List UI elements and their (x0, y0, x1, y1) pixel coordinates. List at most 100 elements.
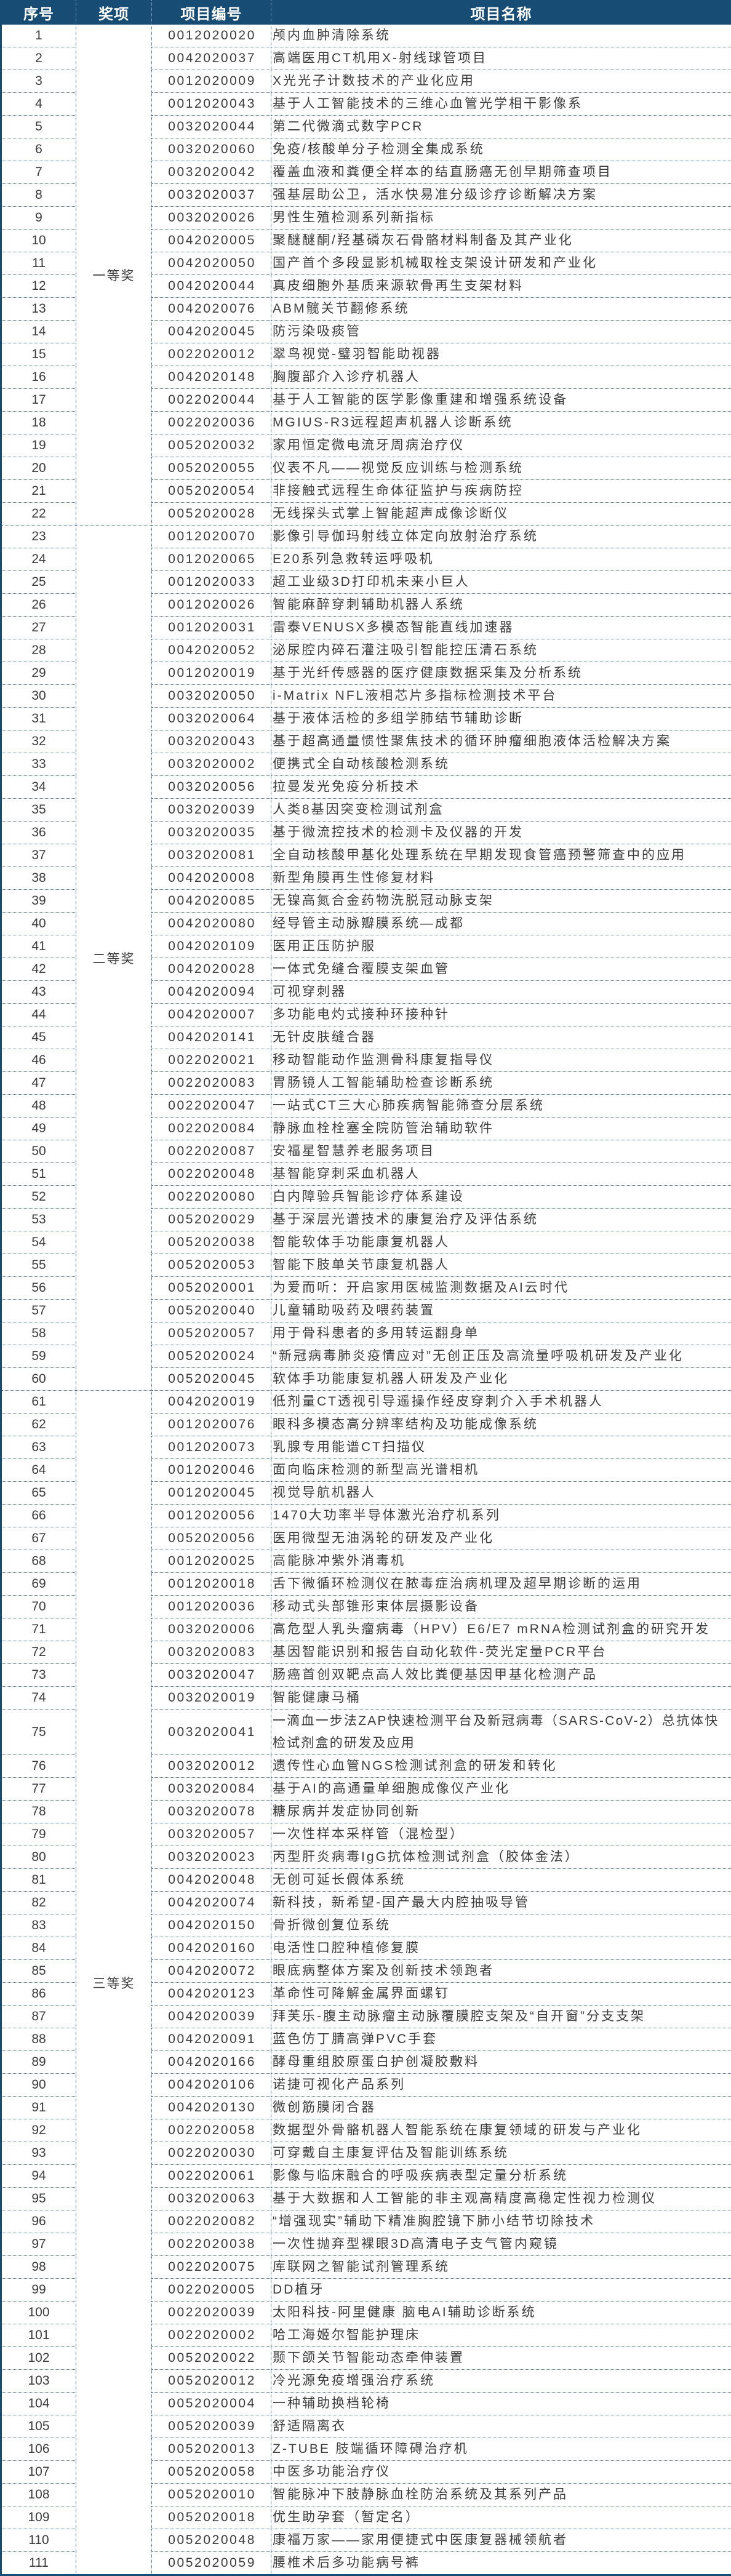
project-code: 0032020023 (152, 1846, 271, 1869)
project-code: 0042020109 (152, 935, 271, 958)
project-code: 0032020060 (152, 138, 271, 161)
project-code: 0052020004 (152, 2393, 271, 2415)
project-name: 无创可延长假体系统 (271, 1869, 731, 1892)
row-number: 88 (1, 2028, 76, 2051)
project-code: 0042020039 (152, 2006, 271, 2028)
row-number: 75 (1, 1710, 76, 1755)
project-code: 0022020005 (152, 2279, 271, 2302)
project-name: 肠癌首创双靶点高人效比粪便基因甲基化检测产品 (271, 1664, 731, 1687)
row-number: 97 (1, 2233, 76, 2256)
project-name: 可视穿刺器 (271, 981, 731, 1004)
project-code: 0022020012 (152, 343, 271, 366)
row-number: 54 (1, 1231, 76, 1254)
row-number: 103 (1, 2370, 76, 2393)
project-name: 冷光源免疫增强治疗系统 (271, 2370, 731, 2393)
row-number: 27 (1, 617, 76, 639)
header-code: 项目编号 (152, 0, 271, 25)
project-name: 多功能电灼式接种环接种针 (271, 1004, 731, 1026)
project-code: 0042020050 (152, 252, 271, 275)
project-code: 0052020038 (152, 1231, 271, 1254)
project-code: 0052020056 (152, 1527, 271, 1550)
project-name: 家用恒定微电流牙周病治疗仪 (271, 434, 731, 457)
row-number: 93 (1, 2142, 76, 2165)
project-name: “增强现实”辅助下精准胸腔镜下肺小结节切除技术 (271, 2210, 731, 2233)
project-name: 基于光纤传感器的医疗健康数据采集及分析系统 (271, 662, 731, 685)
row-number: 33 (1, 753, 76, 776)
project-name: 无线探头式掌上智能超声成像诊断仪 (271, 503, 731, 526)
project-name: 低剂量CT透视引导遥操作经皮穿刺介入手术机器人 (271, 1391, 731, 1414)
row-number: 20 (1, 457, 76, 480)
project-code: 0032020063 (152, 2188, 271, 2210)
project-code: 0042020091 (152, 2028, 271, 2051)
project-code: 0032020012 (152, 1755, 271, 1778)
project-name: 静脉血栓栓塞全院防管治辅助软件 (271, 1118, 731, 1140)
project-name: 数据型外骨骼机器人智能系统在康复领域的研发与产业化 (271, 2119, 731, 2142)
project-name: 全自动核酸甲基化处理系统在早期发现食管癌预警筛查中的应用 (271, 844, 731, 867)
project-code: 0032020037 (152, 184, 271, 207)
row-number: 101 (1, 2324, 76, 2347)
row-number: 23 (1, 526, 76, 548)
project-code: 0032020056 (152, 776, 271, 799)
project-code: 0052020058 (152, 2461, 271, 2484)
project-name: 智能下肢单关节康复机器人 (271, 1254, 731, 1277)
project-code: 0022020030 (152, 2142, 271, 2165)
award-level-cell: 二等奖 (76, 526, 152, 1391)
project-code: 0032020006 (152, 1618, 271, 1641)
row-number: 44 (1, 1004, 76, 1026)
project-name: 电活性口腔种植修复膜 (271, 1937, 731, 1960)
project-name: 遗传性心血管NGS检测试剂盒的研发和转化 (271, 1755, 731, 1778)
header-award: 奖项 (76, 0, 152, 25)
project-code: 0032020050 (152, 685, 271, 708)
project-code: 0042020166 (152, 2051, 271, 2074)
row-number: 42 (1, 958, 76, 981)
row-number: 69 (1, 1573, 76, 1596)
table-header: 序号 奖项 项目编号 项目名称 (1, 0, 731, 25)
row-number: 110 (1, 2529, 76, 2552)
project-code: 0012020045 (152, 1482, 271, 1505)
project-code: 0042020106 (152, 2074, 271, 2097)
project-name: 拉曼发光免疫分析技术 (271, 776, 731, 799)
project-code: 0032020044 (152, 116, 271, 138)
project-name: 优生助孕套（暂定名） (271, 2506, 731, 2529)
project-name: 儿童辅助吸药及喂药装置 (271, 1300, 731, 1322)
row-number: 65 (1, 1482, 76, 1505)
project-name: 人类8基因突变检测试剂盒 (271, 799, 731, 822)
row-number: 16 (1, 366, 76, 389)
row-number: 3 (1, 70, 76, 93)
project-code: 0052020059 (152, 2552, 271, 2575)
project-code: 0022020044 (152, 389, 271, 412)
project-code: 0052020048 (152, 2529, 271, 2552)
project-name: 太阳科技-阿里健康 脑电AI辅助诊断系统 (271, 2302, 731, 2324)
row-number: 46 (1, 1049, 76, 1072)
row-number: 12 (1, 275, 76, 298)
project-name: 视觉导航机器人 (271, 1482, 731, 1505)
project-name: 颞下颌关节智能动态牵伸装置 (271, 2347, 731, 2370)
row-number: 18 (1, 412, 76, 434)
project-code: 0032020035 (152, 822, 271, 844)
row-number: 19 (1, 434, 76, 457)
row-number: 21 (1, 480, 76, 503)
row-number: 100 (1, 2302, 76, 2324)
row-number: 82 (1, 1892, 76, 1914)
project-name: 舌下微循环检测仪在脓毒症治病机理及超早期诊断的运用 (271, 1573, 731, 1596)
row-number: 71 (1, 1618, 76, 1641)
project-name: 国产首个多段显影机械取栓支架设计研发和产业化 (271, 252, 731, 275)
project-name: “新冠病毒肺炎疫情应对”无创正压及高流量呼吸机研发及产业化 (271, 1345, 731, 1368)
project-name: E20系列急救转运呼吸机 (271, 548, 731, 571)
row-number: 10 (1, 230, 76, 252)
row-number: 4 (1, 93, 76, 116)
row-number: 56 (1, 1277, 76, 1300)
project-code: 0022020080 (152, 1186, 271, 1209)
project-name: i-Matrix NFL液相芯片多指标检测技术平台 (271, 685, 731, 708)
row-number: 40 (1, 913, 76, 935)
row-number: 24 (1, 548, 76, 571)
project-code: 0032020047 (152, 1664, 271, 1687)
project-code: 0042020141 (152, 1026, 271, 1049)
row-number: 90 (1, 2074, 76, 2097)
row-number: 98 (1, 2256, 76, 2279)
row-number: 108 (1, 2484, 76, 2506)
project-name: 医用微型无油涡轮的研发及产业化 (271, 1527, 731, 1550)
project-code: 0052020032 (152, 434, 271, 457)
row-number: 62 (1, 1414, 76, 1436)
